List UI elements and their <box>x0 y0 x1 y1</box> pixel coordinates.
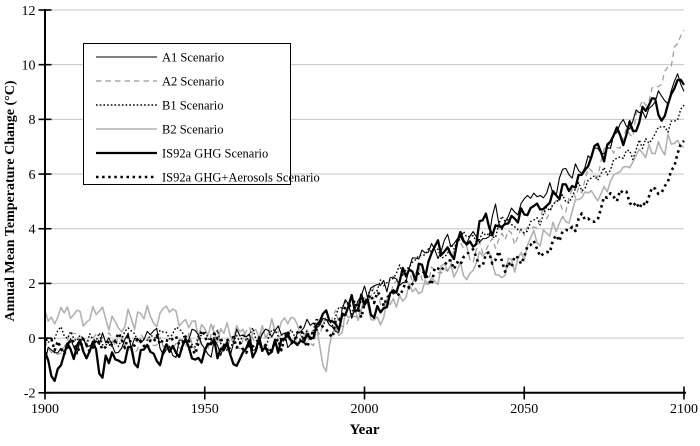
legend-item: B1 Scenario <box>96 98 223 112</box>
legend-item: A2 Scenario <box>96 74 224 88</box>
line-b2-scenario <box>44 133 685 373</box>
legend-box <box>83 43 291 185</box>
y-tick-label: 12 <box>22 4 36 19</box>
line-a2-scenario <box>44 29 685 355</box>
x-tick-label: 1950 <box>191 402 219 417</box>
y-axis-title: Annual Mean Temperature Change (°C) <box>3 80 18 321</box>
line-is92a-ghg-aerosols-scenario <box>44 139 685 356</box>
series-lines <box>43 29 685 383</box>
legend-item: IS92a GHG Scenario <box>96 146 268 160</box>
legend: A1 Scenario A2 Scenario B1 Scenario B2 Scen… <box>83 43 320 185</box>
x-axis-title: Year <box>350 422 380 438</box>
x-tick-label: 2000 <box>351 402 379 417</box>
x-tick-label: 1900 <box>31 402 59 417</box>
y-tick-label: -2 <box>24 387 36 402</box>
legend-label: A2 Scenario <box>162 74 224 88</box>
legend-label: B1 Scenario <box>162 98 223 112</box>
y-tick-label: 4 <box>29 223 36 238</box>
y-tick-label: 10 <box>22 58 36 73</box>
y-tick-label: 8 <box>29 113 36 128</box>
y-tick-label: 2 <box>29 277 36 292</box>
y-tick-label: 0 <box>29 332 36 347</box>
legend-label: B2 Scenario <box>162 122 223 136</box>
line-a1-scenario <box>44 73 685 363</box>
legend-item: A1 Scenario <box>96 50 224 64</box>
y-tick-label: 6 <box>29 168 36 183</box>
legend-label: IS92a GHG+Aerosols Scenario <box>162 170 320 184</box>
line-is92a-ghg-scenario <box>43 78 685 383</box>
legend-item: IS92a GHG+Aerosols Scenario <box>96 170 320 184</box>
legend-label: A1 Scenario <box>162 50 224 64</box>
x-tick-label: 2050 <box>510 402 538 417</box>
axes: -2 0 2 4 6 8 10 12 1900 1950 2000 2050 2100 Year Annua… <box>3 4 698 438</box>
legend-item: B2 Scenario <box>96 122 223 136</box>
legend-label: IS92a GHG Scenario <box>162 146 268 160</box>
x-tick-label: 2100 <box>670 402 698 417</box>
line-b1-scenario <box>44 104 685 352</box>
